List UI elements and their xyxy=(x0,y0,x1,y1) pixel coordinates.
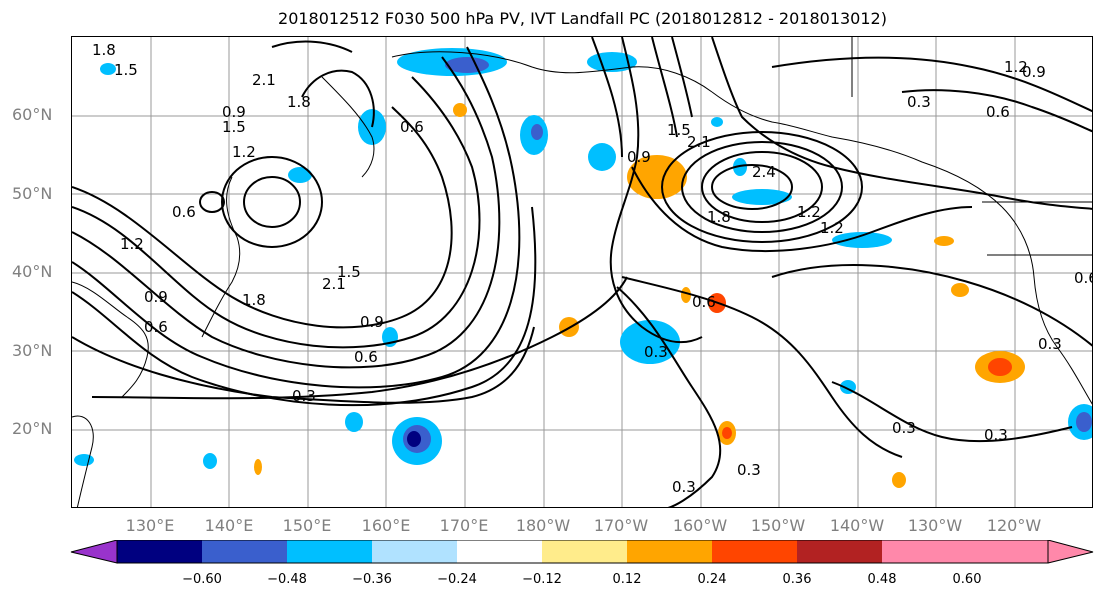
lon-label: 140°W xyxy=(829,516,885,535)
contour-label: 0.3 xyxy=(644,343,668,361)
colorbar-segment xyxy=(202,540,287,563)
lat-label-40n: 40°N xyxy=(12,262,53,281)
lon-label: 120°W xyxy=(986,516,1042,535)
colorbar-tick: 0.12 xyxy=(612,572,642,587)
contour-label-group: 1.8 1.5 2.1 1.8 1.5 0.9 1.2 0.6 1.2 0.9 … xyxy=(92,41,1093,496)
contour-label: 1.8 xyxy=(287,93,311,111)
contour-label: 0.9 xyxy=(222,103,246,121)
graticule xyxy=(72,37,1092,507)
map-svg: 1.8 1.5 2.1 1.8 1.5 0.9 1.2 0.6 1.2 0.9 … xyxy=(72,37,1093,507)
contour-label: 0.6 xyxy=(1074,269,1093,287)
contour-label: 2.4 xyxy=(752,163,776,181)
lat-label-50n: 50°N xyxy=(12,184,53,203)
contour-label: 0.9 xyxy=(360,313,384,331)
colorbar-segment xyxy=(457,540,542,563)
map-title: 2018012512 F030 500 hPa PV, IVT Landfall… xyxy=(278,9,887,28)
lat-label-30n: 30°N xyxy=(12,341,53,360)
colorbar-extend-low xyxy=(70,540,118,564)
contour-label: 0.9 xyxy=(144,288,168,306)
colorbar-tick: −0.36 xyxy=(352,572,392,587)
contour-label: 1.5 xyxy=(337,263,361,281)
contour-label: 0.6 xyxy=(986,103,1010,121)
colorbar-segment xyxy=(542,540,627,563)
contour-label: 0.3 xyxy=(292,387,316,405)
contour-label: 0.6 xyxy=(172,203,196,221)
contour-label: 0.3 xyxy=(907,93,931,111)
colorbar-segment xyxy=(712,540,797,563)
contour-label: 1.5 xyxy=(667,121,691,139)
contour-label: 0.6 xyxy=(144,318,168,336)
lon-label: 170°W xyxy=(593,516,649,535)
lon-label: 160°W xyxy=(672,516,728,535)
coastlines xyxy=(72,37,1092,507)
colorbar-segment xyxy=(117,540,202,563)
contour-label: 1.5 xyxy=(222,118,246,136)
contour-label: 0.9 xyxy=(627,148,651,166)
colorbar-tick: 0.24 xyxy=(697,572,727,587)
contour-label: 0.6 xyxy=(400,118,424,136)
contour-label: 0.3 xyxy=(672,478,696,496)
colorbar-segment xyxy=(372,540,457,563)
contour-label: 1.2 xyxy=(232,143,256,161)
colorbar-segment xyxy=(797,540,882,563)
pv-contours xyxy=(72,37,1092,507)
ivt-shading xyxy=(74,48,1092,488)
colorbar-tick: −0.12 xyxy=(522,572,562,587)
colorbar-extend-high xyxy=(882,540,1093,563)
colorbar-segment xyxy=(627,540,712,563)
contour-label: 1.8 xyxy=(92,41,116,59)
lat-label-20n: 20°N xyxy=(12,419,53,438)
contour-label: 2.1 xyxy=(252,71,276,89)
lon-label: 180°W xyxy=(515,516,571,535)
colorbar-tick: −0.48 xyxy=(267,572,307,587)
contour-label: 0.3 xyxy=(984,426,1008,444)
contour-label: 1.8 xyxy=(707,208,731,226)
contour-label: 0.6 xyxy=(692,293,716,311)
colorbar xyxy=(70,540,1094,564)
colorbar-tick: −0.24 xyxy=(437,572,477,587)
colorbar-tick: 0.36 xyxy=(782,572,812,587)
contour-label: 0.3 xyxy=(892,419,916,437)
contour-label: 0.3 xyxy=(737,461,761,479)
colorbar-segment xyxy=(287,540,372,563)
colorbar-tick: 0.48 xyxy=(867,572,897,587)
contour-label: 1.2 xyxy=(1004,58,1028,76)
lon-label: 140°E xyxy=(204,516,254,535)
contour-label: 0.6 xyxy=(354,348,378,366)
lon-label: 160°E xyxy=(361,516,411,535)
colorbar-tick: 0.60 xyxy=(952,572,982,587)
contour-label: 2.1 xyxy=(322,275,346,293)
lon-label: 150°E xyxy=(282,516,332,535)
contour-label: 0.9 xyxy=(1022,63,1046,81)
colorbar-tick: −0.60 xyxy=(182,572,222,587)
contour-label: 1.5 xyxy=(114,61,138,79)
contour-label: 1.2 xyxy=(797,203,821,221)
lon-label: 150°W xyxy=(750,516,806,535)
contour-label: 1.8 xyxy=(242,291,266,309)
contour-label: 1.2 xyxy=(820,219,844,237)
lon-label: 130°W xyxy=(907,516,963,535)
contour-label: 0.3 xyxy=(1038,335,1062,353)
lon-label: 130°E xyxy=(125,516,175,535)
map-plot-area: 1.8 1.5 2.1 1.8 1.5 0.9 1.2 0.6 1.2 0.9 … xyxy=(71,36,1093,508)
contour-label: 2.1 xyxy=(687,133,711,151)
contour-label: 1.2 xyxy=(120,235,144,253)
lat-label-60n: 60°N xyxy=(12,105,53,124)
lon-label: 170°E xyxy=(439,516,489,535)
